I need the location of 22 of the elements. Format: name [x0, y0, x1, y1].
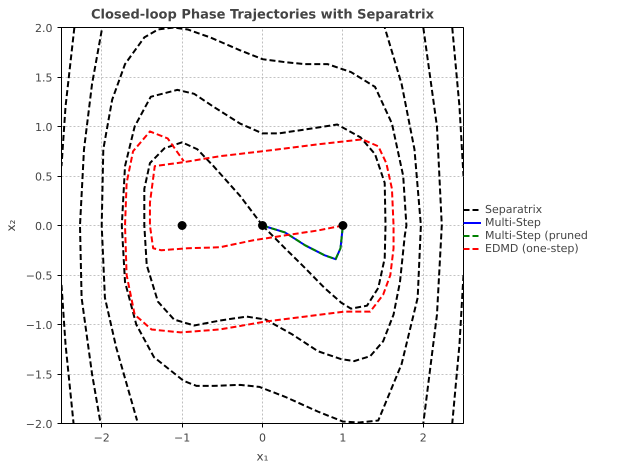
y-tick-label: −1.5: [26, 368, 53, 382]
y-axis-title: x₂: [4, 219, 18, 232]
y-tick-label: 2.0: [35, 22, 53, 35]
line-series: [124, 130, 395, 334]
x-tick-label: −1: [174, 432, 190, 444]
legend-label: EDMD (one-step): [485, 242, 579, 255]
legend-label: Separatrix: [485, 203, 542, 216]
y-tick-label: 0.0: [35, 220, 53, 233]
y-tick-label: −1.0: [26, 319, 53, 332]
legend-label: Multi-Step (pruned: [485, 229, 588, 242]
x-tick-label: −2: [94, 432, 110, 444]
x-tick-label: 0: [259, 432, 266, 444]
y-tick-label: 1.0: [35, 121, 53, 134]
y-tick-label: −2.0: [26, 418, 53, 431]
legend-label: Multi-Step: [485, 216, 541, 229]
x-tick-label: 2: [420, 432, 427, 444]
y-tick-label: −0.5: [26, 270, 53, 282]
x-axis-title: x₁: [256, 450, 269, 464]
chart-title: Closed-loop Phase Trajectories with Separatrix: [90, 8, 435, 22]
y-tick-label: 1.5: [35, 72, 53, 84]
x-tick-label: 1: [339, 432, 346, 444]
y-tick-label: 0.5: [35, 170, 53, 184]
